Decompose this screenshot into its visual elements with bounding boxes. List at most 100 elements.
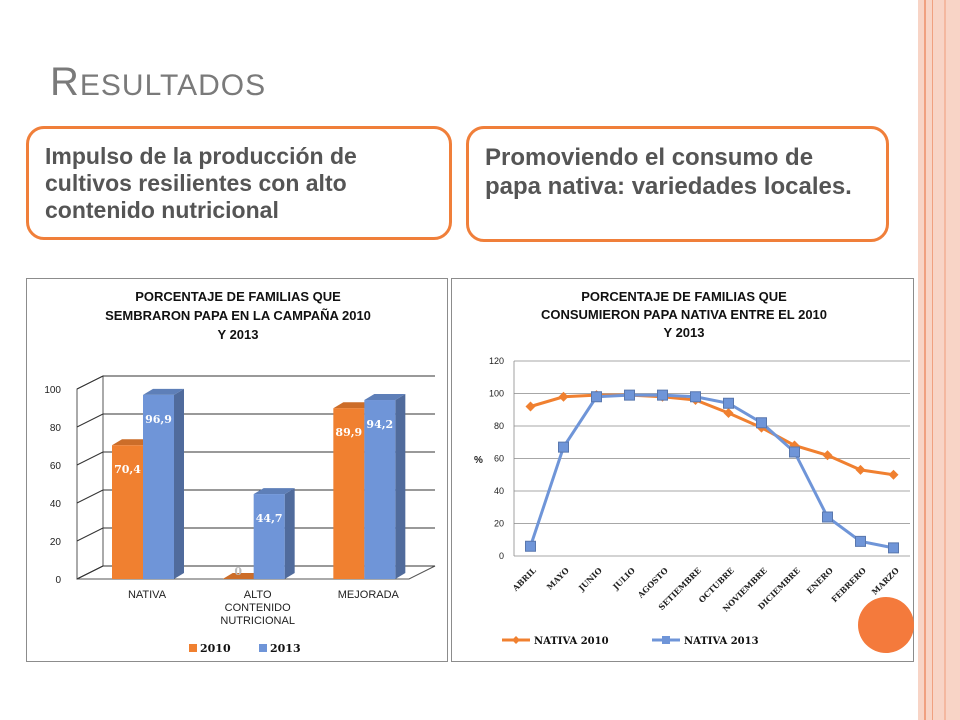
bar	[143, 388, 184, 579]
legend-swatch	[259, 644, 267, 652]
legend-label: 2010	[200, 642, 231, 655]
bar-front	[253, 494, 285, 579]
bar-side	[395, 394, 406, 579]
result-box-production: Impulso de la producción de cultivos res…	[26, 126, 452, 240]
data-point	[822, 450, 833, 461]
legend-label: NATIVA 2013	[684, 636, 759, 647]
data-label: 0	[234, 565, 242, 578]
bar-top	[333, 402, 375, 409]
data-point	[888, 542, 899, 554]
data-label: 89,9	[335, 426, 362, 439]
decorative-stripe-line	[924, 0, 926, 720]
x-tick-label: JULIO	[610, 565, 637, 592]
y-tick-label: 20	[494, 519, 504, 529]
y-tick-label: 20	[50, 537, 62, 548]
decorative-stripe-line	[932, 0, 933, 720]
data-point	[624, 389, 635, 401]
decorative-stripe-line	[944, 0, 946, 720]
gridline-depth	[76, 565, 104, 580]
slide-title: Resultados	[50, 60, 266, 105]
y-tick-label: 80	[50, 423, 62, 434]
x-tick-label: FEBRERO	[829, 565, 868, 604]
series-line	[529, 393, 894, 550]
y-tick-label: 40	[494, 486, 504, 496]
bar-top	[364, 394, 406, 401]
data-point	[723, 408, 734, 418]
bar-front	[143, 394, 174, 579]
bar	[364, 394, 406, 579]
y-tick-label: 120	[489, 356, 504, 366]
chart-title-line: PORCENTAJE DE FAMILIAS QUE	[581, 289, 787, 304]
y-tick-label: 60	[50, 461, 62, 472]
data-label: 96,9	[145, 413, 172, 426]
bar-front	[112, 445, 143, 579]
slide-title-initial: R	[50, 60, 80, 104]
data-point	[591, 391, 602, 403]
chart-side-wall	[76, 375, 104, 580]
gridline-depth	[76, 451, 104, 466]
y-tick-label: 40	[50, 499, 62, 510]
bar-top	[222, 573, 264, 579]
x-category-label: MEJORADA	[338, 589, 400, 601]
gridline-depth	[76, 489, 104, 504]
y-tick-label: 0	[55, 575, 61, 586]
y-axis-label: %	[474, 455, 483, 466]
x-category-label: NATIVA	[128, 589, 167, 601]
legend-swatch	[189, 644, 197, 652]
series-line	[530, 393, 894, 477]
data-point	[888, 469, 899, 480]
y-tick-label: 80	[494, 421, 504, 431]
legend-label: NATIVA 2010	[534, 636, 609, 647]
y-tick-label: 60	[494, 454, 504, 464]
decorative-circle	[858, 597, 914, 653]
data-point	[723, 397, 734, 409]
chart-title-line: CONSUMIERON PAPA NATIVA ENTRE EL 2010	[541, 307, 827, 322]
data-point	[756, 417, 767, 429]
data-point	[690, 391, 701, 403]
bar-chart: PORCENTAJE DE FAMILIAS QUE SEMBRARON PAPA…	[44, 289, 436, 655]
y-tick-label: 100	[44, 385, 61, 396]
chart-title-line: Y 2013	[664, 325, 705, 340]
line-chart: PORCENTAJE DE FAMILIAS QUE CONSUMIERON PA…	[474, 289, 910, 647]
result-box-consumption-text: Promoviendo el consumo de papa nativa: v…	[485, 144, 852, 200]
bar	[222, 573, 264, 579]
x-tick-label: JUNIO	[576, 565, 604, 593]
x-category-label: CONTENIDO	[225, 602, 291, 614]
x-category-label: ALTO	[244, 589, 272, 601]
data-point	[558, 391, 569, 402]
chart-title-line: Y 2013	[218, 327, 259, 342]
bar-front	[333, 408, 365, 579]
legend-label: 2013	[270, 642, 301, 655]
gridline-depth	[76, 527, 104, 542]
data-point	[558, 441, 569, 453]
data-label: 70,4	[114, 463, 141, 476]
bar-front	[364, 400, 396, 579]
data-point	[855, 464, 866, 475]
x-tick-label: MARZO	[869, 565, 901, 597]
bar-side	[174, 388, 184, 579]
legend-marker	[662, 636, 670, 644]
y-tick-label: 100	[489, 389, 504, 399]
result-box-consumption: Promoviendo el consumo de papa nativa: v…	[466, 126, 889, 242]
legend-marker	[512, 636, 520, 644]
slide-title-rest: esultados	[79, 69, 267, 102]
data-label: 94,2	[366, 418, 393, 431]
gridline-depth	[76, 375, 104, 390]
bar-side	[284, 488, 295, 579]
x-category-label: NUTRICIONAL	[220, 615, 295, 627]
result-box-production-text: Impulso de la producción de cultivos res…	[45, 143, 357, 223]
chart-title-line: SEMBRARON PAPA EN LA CAMPAÑA 2010	[105, 308, 371, 323]
data-point	[789, 446, 800, 458]
chart-title-line: PORCENTAJE DE FAMILIAS QUE	[135, 289, 341, 304]
bar	[253, 488, 295, 579]
x-tick-label: ENERO	[804, 565, 835, 596]
data-point	[822, 511, 833, 523]
y-tick-label: 0	[499, 551, 504, 561]
data-point	[525, 401, 536, 412]
x-tick-label: ABRIL	[510, 565, 539, 594]
line-chart-panel: PORCENTAJE DE FAMILIAS QUE CONSUMIERON PA…	[451, 278, 914, 662]
bar-top	[143, 388, 184, 395]
bar-top	[253, 488, 295, 495]
data-point	[855, 535, 866, 547]
data-label: 44,7	[256, 512, 283, 525]
